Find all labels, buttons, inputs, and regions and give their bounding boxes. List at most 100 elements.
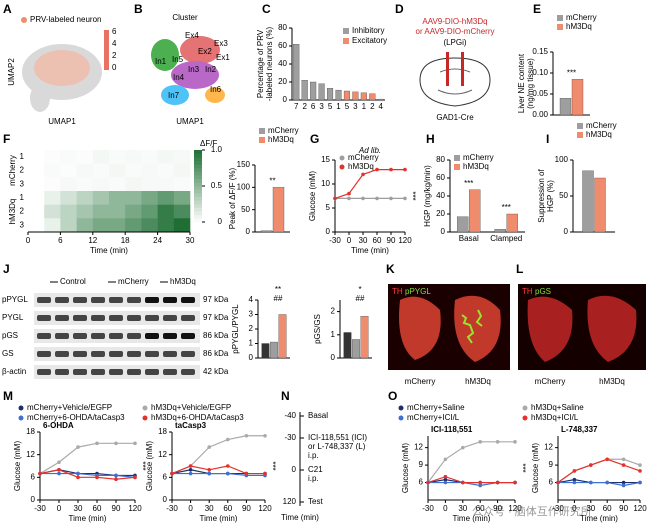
legend-symbol — [522, 415, 528, 421]
colorbar-step — [194, 193, 202, 198]
blot-band — [145, 333, 159, 339]
y-tick-label: 0.05 — [532, 89, 548, 98]
injection — [446, 52, 449, 86]
legend-symbol — [398, 415, 404, 421]
blot-band — [181, 333, 195, 339]
heat-cell — [157, 204, 175, 219]
x-tick-label: -30 — [422, 504, 434, 513]
x-tick-label: 60 — [476, 504, 485, 513]
watermark: 公众号 · 脑体互作研究所 — [472, 504, 592, 518]
y-axis-label: Glucose (mM) — [13, 441, 22, 492]
heat-cell — [28, 204, 45, 219]
cluster-blob — [205, 87, 225, 103]
heat-cell — [60, 218, 77, 233]
heat-cell — [44, 191, 61, 205]
y-tick-label: 3 — [249, 310, 254, 319]
heat-cell — [44, 163, 61, 178]
colorbar-tick-label: 0 — [218, 217, 223, 226]
blot-band — [181, 315, 195, 321]
stain-label: pGS — [535, 287, 551, 296]
x-tick-label: 60 — [223, 504, 232, 513]
chart-title: taCasp3 — [175, 421, 207, 430]
heat-cell — [157, 163, 175, 178]
blot-size: 97 kDa — [203, 295, 229, 304]
panel-letter: F — [3, 132, 10, 146]
virus-label: or AAV9-DIO-mCherry — [416, 27, 495, 36]
bar — [272, 187, 285, 233]
panel-letter: B — [134, 2, 143, 16]
time-label: -30 — [284, 433, 296, 442]
blot-band — [91, 351, 105, 357]
point — [188, 467, 193, 472]
y-tick-label: 100 — [237, 182, 251, 191]
step-label: i.p. — [308, 451, 319, 460]
row-label: 2 — [20, 207, 25, 216]
point — [375, 196, 379, 201]
panel-letter: A — [3, 2, 12, 16]
significance: *** — [567, 68, 576, 77]
y-tick-label: 0 — [326, 227, 331, 236]
image-label: hM3Dq — [465, 377, 491, 386]
point — [133, 441, 137, 446]
colorbar-step — [194, 211, 202, 216]
panel-letter: O — [388, 389, 397, 403]
point — [95, 441, 99, 446]
heat-cell — [60, 163, 77, 178]
blot-band — [163, 351, 177, 357]
heat-cell — [28, 163, 45, 178]
legend-symbol — [18, 415, 24, 421]
point — [478, 483, 483, 488]
blot-band — [145, 351, 159, 357]
bar — [360, 316, 369, 359]
colorbar-tick-label: 0.5 — [211, 181, 223, 190]
point — [207, 471, 211, 476]
point — [114, 473, 118, 478]
x-tick-label: 1 — [336, 102, 341, 111]
heat-cell — [141, 204, 158, 219]
point — [347, 191, 351, 196]
blot-band — [91, 297, 105, 303]
point — [347, 196, 351, 201]
blot-band — [163, 333, 177, 339]
heat-cell — [157, 218, 175, 233]
heat-cell — [141, 177, 158, 192]
x-tick-label: 1 — [362, 102, 367, 111]
point — [638, 463, 642, 467]
heat-cell — [44, 177, 61, 192]
x-tick-label: 30 — [458, 504, 467, 513]
cluster-label: In6 — [210, 85, 222, 94]
bar — [457, 216, 469, 233]
brain-detail — [437, 68, 473, 95]
y-tick-label: 0 — [163, 495, 168, 504]
y-tick-label: 1 — [249, 339, 254, 348]
bar — [343, 90, 350, 101]
injection — [461, 52, 464, 86]
legend-symbol — [339, 155, 345, 161]
heat-cell — [173, 150, 191, 164]
legend-label: hM3Dq — [268, 135, 294, 144]
stain-label: TH — [522, 287, 533, 296]
heat-cell — [60, 204, 77, 219]
series-line — [557, 458, 641, 484]
x-tick-label: 120 — [258, 504, 272, 513]
point — [461, 480, 465, 485]
x-tick-label: 90 — [242, 504, 251, 513]
point — [513, 480, 517, 485]
point — [333, 196, 337, 201]
blot-band — [55, 369, 69, 375]
step-label: i.p. — [308, 474, 319, 483]
point — [589, 463, 593, 467]
x-tick-label: 5 — [345, 102, 350, 111]
legend-dot — [21, 17, 27, 23]
blot-band — [109, 297, 123, 303]
colorbar-tick: 6 — [112, 27, 117, 36]
heat-cell — [109, 177, 126, 192]
blot-band — [91, 369, 105, 375]
point — [589, 480, 593, 485]
bar — [469, 189, 481, 233]
legend-symbol — [557, 15, 563, 21]
y-tick-label: 6 — [549, 478, 554, 487]
y-axis-label: Peak of ΔF/F (%) — [228, 167, 237, 229]
colorbar-step — [194, 182, 202, 187]
blot-group: hM3Dq — [170, 277, 196, 286]
